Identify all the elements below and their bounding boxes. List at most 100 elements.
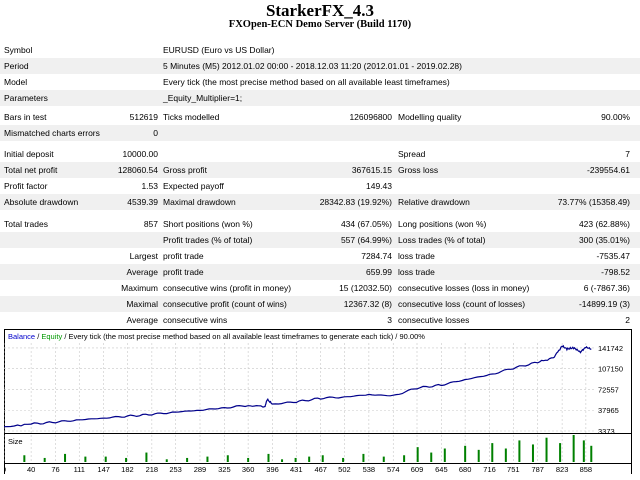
- size-bar: [281, 459, 284, 462]
- size-bar: [321, 455, 324, 462]
- legend-equity: Equity: [41, 332, 62, 341]
- grossprofit-value: 367615.15: [351, 165, 392, 175]
- x-tick-label: 40: [27, 465, 35, 474]
- balance-chart: Balance / Equity / Every tick (the most …: [4, 329, 632, 474]
- symbol-value: EURUSD (Euro vs US Dollar): [163, 45, 275, 55]
- maximal-profit-label: consecutive profit (count of wins): [163, 299, 287, 309]
- x-tick-label: 396: [266, 465, 279, 474]
- size-bar: [186, 457, 189, 462]
- report-title: StarkerFX_4.3: [265, 1, 375, 20]
- row-bars: Bars in test 512619 Ticks modelled 12609…: [0, 109, 640, 125]
- avg-losses-label: consecutive losses: [398, 315, 470, 325]
- long-value: 423 (62.88%): [578, 219, 630, 229]
- period-value: 5 Minutes (M5) 2012.01.02 00:00 - 2018.1…: [163, 61, 462, 71]
- average-profit-value: 659.99: [366, 267, 392, 277]
- size-bar: [165, 459, 168, 462]
- grossloss-label: Gross loss: [398, 165, 439, 175]
- payoff-value: 149.43: [366, 181, 392, 191]
- x-tick-label: 289: [194, 465, 207, 474]
- max-wins-value: 15 (12032.50): [339, 283, 392, 293]
- row-deposit: Initial deposit 10000.00 Spread 7: [0, 146, 640, 162]
- maximal-label: Maximal: [126, 299, 158, 309]
- absdd-label: Absolute drawdown: [4, 197, 79, 207]
- ptrades-label: Profit trades (% of total): [163, 235, 253, 245]
- x-tick-label: 147: [97, 465, 110, 474]
- x-tick-label: 574: [387, 465, 400, 474]
- grossloss-value: -239554.61: [586, 165, 630, 175]
- x-tick-label: 360: [242, 465, 255, 474]
- row-trades: Total trades 857 Short positions (won %)…: [0, 216, 640, 232]
- x-tick-label: 538: [363, 465, 376, 474]
- row-profittrades: Profit trades (% of total) 557 (64.99%) …: [0, 232, 640, 248]
- y-tick-label: 72557: [598, 385, 619, 394]
- size-bar: [342, 457, 345, 462]
- x-tick-label: 502: [338, 465, 351, 474]
- largest-profit-label: profit trade: [163, 251, 204, 261]
- row-profitfactor: Profit factor 1.53 Expected payoff 149.4…: [0, 178, 640, 194]
- size-bar: [104, 456, 107, 462]
- largest-profit-value: 7284.74: [361, 251, 392, 261]
- x-tick-label: 858: [580, 465, 593, 474]
- legend-description: / Every tick (the most precise method ba…: [62, 332, 425, 341]
- quality-label: Modelling quality: [398, 112, 462, 122]
- row-period: Period 5 Minutes (M5) 2012.01.02 00:00 -…: [0, 58, 640, 74]
- spread-label: Spread: [398, 149, 426, 159]
- average-label: Average: [126, 267, 158, 277]
- size-bar: [477, 449, 480, 462]
- size-bar: [64, 453, 67, 462]
- size-bar: [416, 447, 419, 462]
- row-drawdown: Absolute drawdown 4539.39 Maximal drawdo…: [0, 194, 640, 210]
- chart-frame: [4, 329, 632, 474]
- size-bar: [43, 457, 46, 462]
- row-parameters: Parameters _Equity_Multiplier=1;: [0, 90, 640, 106]
- size-bar: [504, 448, 507, 462]
- size-bar: [145, 452, 148, 462]
- x-tick-label: 182: [121, 465, 134, 474]
- trades-label: Total trades: [4, 219, 48, 229]
- x-tick-label: 609: [411, 465, 424, 474]
- balance-chart-svg: Balance / Equity / Every tick (the most …: [4, 329, 632, 474]
- pf-label: Profit factor: [4, 181, 48, 191]
- average-loss-value: -798.52: [601, 267, 630, 277]
- maximal-loss-label: consecutive loss (count of losses): [398, 299, 526, 309]
- symbol-label: Symbol: [4, 45, 33, 55]
- size-bar: [443, 448, 446, 462]
- size-bar: [491, 443, 494, 462]
- ptrades-value: 557 (64.99%): [340, 235, 392, 245]
- trades-value: 857: [143, 219, 158, 229]
- size-bar: [572, 435, 575, 462]
- size-bar: [308, 456, 311, 462]
- size-bar: [531, 444, 534, 462]
- y-axis-ticks: 141742 107150 72557 37965 3373: [598, 344, 623, 436]
- model-label: Model: [4, 77, 28, 87]
- average-loss-label: loss trade: [398, 267, 435, 277]
- short-label: Short positions (won %): [163, 219, 253, 229]
- size-bar: [590, 445, 593, 462]
- spread-value: 7: [625, 149, 630, 159]
- avg-losses-value: 2: [625, 315, 630, 325]
- parameters-value: _Equity_Multiplier=1;: [163, 93, 243, 103]
- row-largest: Largest profit trade 7284.74 loss trade …: [0, 248, 640, 264]
- bars-label: Bars in test: [4, 112, 47, 122]
- size-bar: [430, 452, 433, 462]
- size-bar: [545, 437, 548, 462]
- size-bar: [267, 453, 270, 462]
- y-tick-label: 107150: [598, 365, 623, 374]
- y-tick-label: 3373: [598, 427, 615, 436]
- largest-label: Largest: [129, 251, 158, 261]
- size-bar: [294, 457, 297, 462]
- balance-series-line: [4, 344, 592, 428]
- row-average-consecutive: Average consecutive wins 3 consecutive l…: [0, 312, 640, 328]
- quality-value: 90.00%: [601, 112, 630, 122]
- long-label: Long positions (won %): [398, 219, 487, 229]
- mismatch-value: 0: [153, 128, 158, 138]
- x-tick-label: 645: [435, 465, 448, 474]
- size-bars: [23, 435, 593, 462]
- pf-value: 1.53: [141, 181, 158, 191]
- max-wins-label: consecutive wins (profit in money): [163, 283, 292, 293]
- size-bar: [84, 456, 87, 462]
- legend-balance: Balance: [8, 332, 35, 341]
- size-bar: [518, 440, 521, 462]
- avgcons-label: Average: [126, 315, 158, 325]
- x-tick-label: 431: [290, 465, 303, 474]
